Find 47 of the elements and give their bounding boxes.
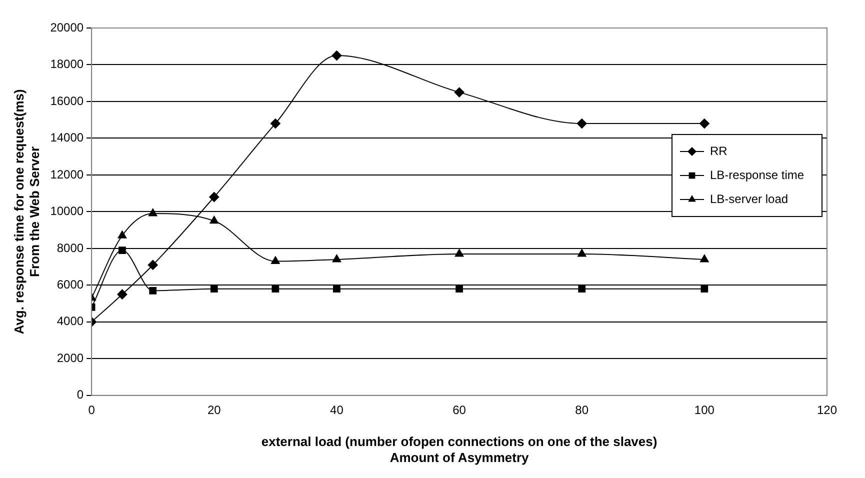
x-tick-label: 40 [330,402,344,417]
y-tick-label: 0 [76,388,84,402]
y-tick-label: 2000 [56,350,84,365]
point [456,285,463,293]
point [148,208,158,216]
y-tick-label: 16000 [50,94,84,108]
y-tick-label: 6000 [56,277,84,292]
point [576,118,587,129]
y-tick-label: 4000 [56,314,84,328]
y-axis-title: Avg. response time for one request(ms) From the Web Server [11,89,42,334]
x-tick-label: 0 [88,402,96,417]
x-tick-label: 20 [207,402,222,417]
point [149,287,157,294]
point [577,248,586,257]
point [148,260,158,270]
point [332,254,342,262]
point [209,192,220,202]
x-tick-label: 80 [575,402,589,417]
y-tick-label: 14000 [50,130,84,145]
y-tick-label: 12000 [50,167,84,182]
point [270,118,280,129]
point [700,285,708,293]
point [271,256,280,264]
point [454,248,464,257]
x-tick-label: 100 [694,402,715,417]
y-tick-label: 18000 [50,57,84,72]
point [210,216,219,224]
point [699,118,710,129]
y-tick-label: 8000 [56,240,84,255]
x-tick-label: 60 [452,402,466,417]
legend-label: LB-response time [710,168,804,182]
legend-label: LB-server load [710,192,788,206]
point [332,50,342,61]
point [118,230,127,238]
point [700,254,709,262]
point [578,285,586,293]
point [272,285,280,293]
point [117,289,128,300]
y-tick-label: 10000 [50,204,84,218]
point [333,285,340,293]
legend-label: RR [710,144,728,158]
x-axis-title: external load (number ofopen connections on one of the slaves) Amount of Asymmetry [261,434,658,465]
y-tick-label: 20000 [50,20,84,34]
point [210,285,218,293]
point [454,87,464,98]
point [118,246,126,254]
x-tick-label: 120 [816,402,838,417]
